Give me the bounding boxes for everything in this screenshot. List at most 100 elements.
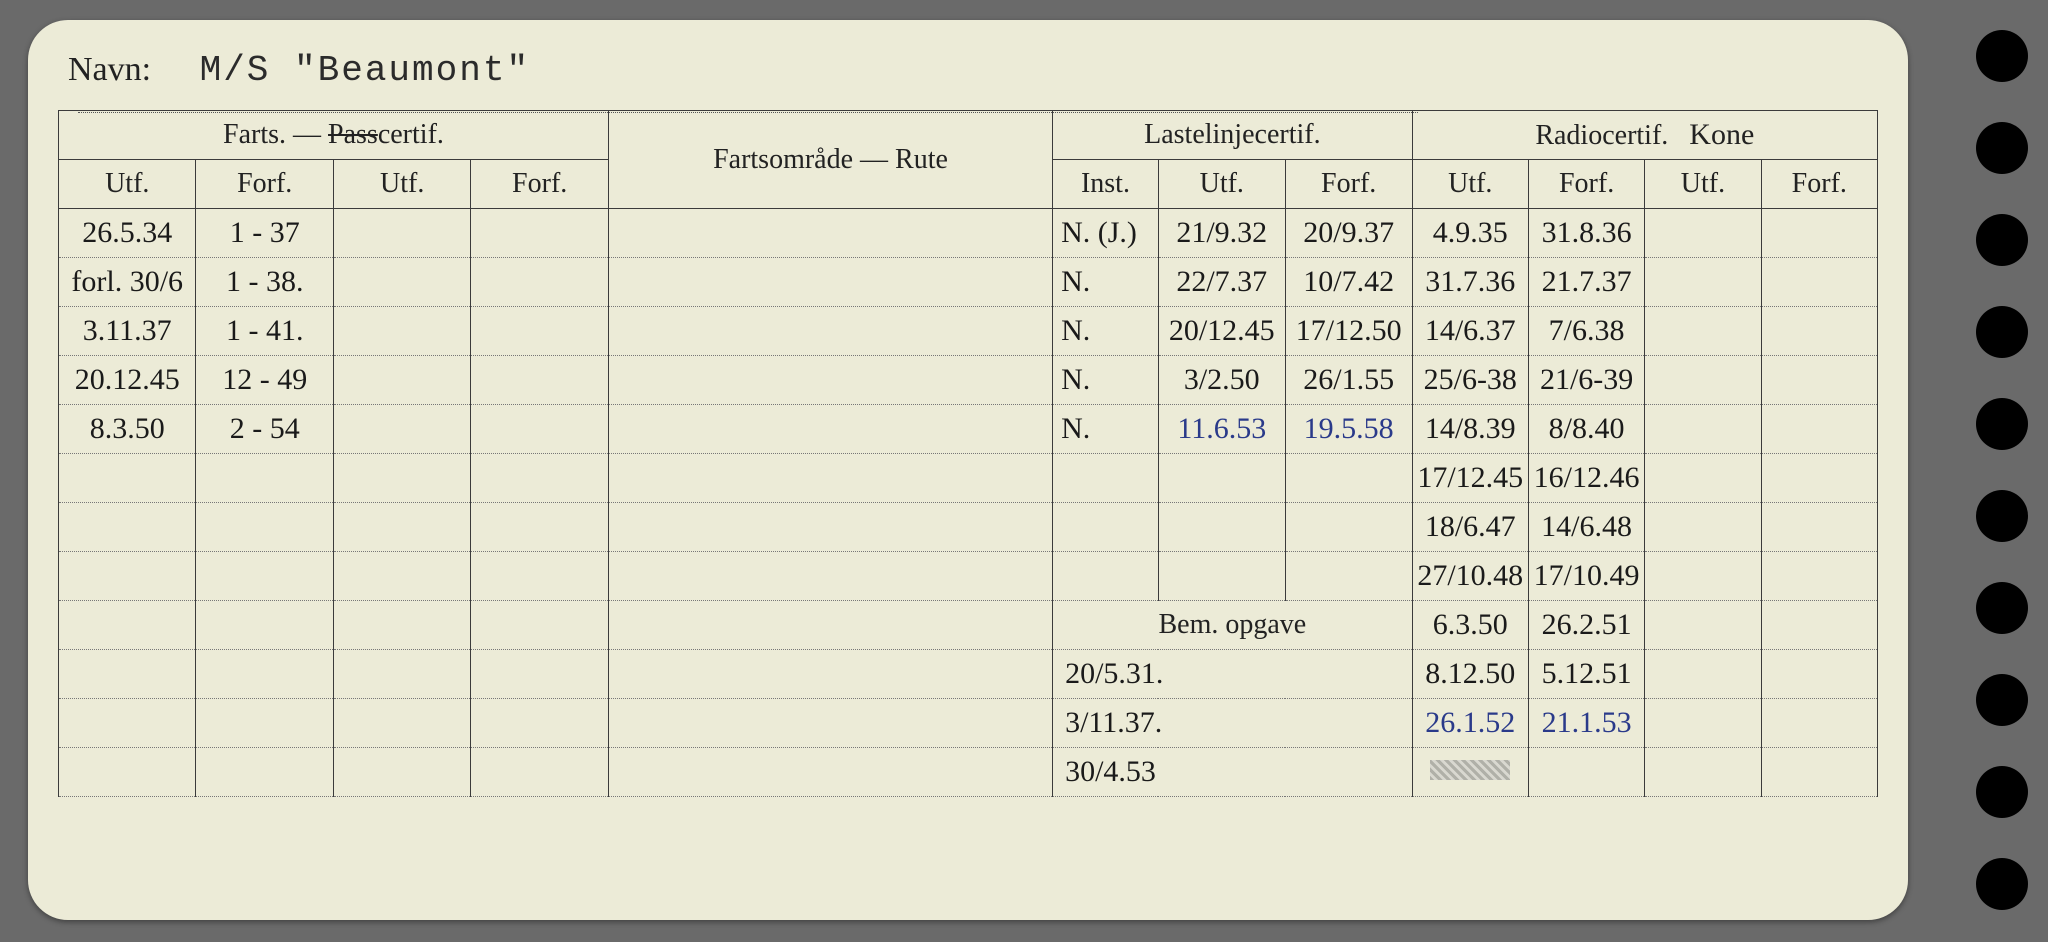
table-row: 8.3.502 - 54N.11.6.5319.5.5814/8.398/8.4… [59, 405, 1878, 454]
laste-utf-cell: 20/12.45 [1158, 307, 1285, 356]
radiocertif-handwritten: Kone [1689, 118, 1754, 151]
inst-cell: N. (J.) [1053, 209, 1159, 258]
name-label: Navn: [68, 51, 151, 88]
farts-forf2-cell [471, 454, 609, 503]
farts-passcertif-header: Farts. — Passcertif. [59, 111, 609, 160]
farts-utf-cell: forl. 30/6 [59, 258, 196, 307]
forf-header-3: Forf. [1285, 160, 1412, 209]
farts-utf2-cell [333, 258, 470, 307]
table-row: forl. 30/61 - 38.N.22/7.3710/7.4231.7.36… [59, 258, 1878, 307]
inst-header: Inst. [1053, 160, 1159, 209]
table-row: 30/4.53 [59, 748, 1878, 797]
farts-utf-cell [59, 601, 196, 650]
laste-utf-cell: 21/9.32 [1158, 209, 1285, 258]
radio-forf-cell [1528, 748, 1644, 797]
radio-forf2-cell [1761, 552, 1877, 601]
farts-forf-cell [196, 503, 333, 552]
punch-hole [1976, 30, 2028, 82]
table-row: 3.11.371 - 41.N.20/12.4517/12.5014/6.377… [59, 307, 1878, 356]
name-row: Navn: M/S "Beaumont" [68, 50, 1868, 111]
certif-label: certif. [378, 119, 444, 150]
radio-utf-cell: 25/6-38 [1412, 356, 1528, 405]
punch-hole [1976, 398, 2028, 450]
inst-cell: N. [1053, 258, 1159, 307]
fartsomrade-cell [608, 356, 1052, 405]
punch-hole [1976, 674, 2028, 726]
forf-header-1: Forf. [196, 160, 333, 209]
fartsomrade-cell [608, 209, 1052, 258]
laste-utf-cell: 3/2.50 [1158, 356, 1285, 405]
punch-hole [1976, 490, 2028, 542]
fartsomrade-cell [608, 601, 1052, 650]
inst-cell: N. [1053, 307, 1159, 356]
radio-forf2-cell [1761, 258, 1877, 307]
radio-forf-cell: 21.1.53 [1528, 699, 1644, 748]
radio-utf-cell: 14/6.37 [1412, 307, 1528, 356]
radiocertif-label: Radiocertif. [1535, 120, 1668, 151]
farts-forf-cell: 1 - 41. [196, 307, 333, 356]
farts-utf2-cell [333, 405, 470, 454]
radio-forf2-cell [1761, 209, 1877, 258]
fartsomrade-cell [608, 258, 1052, 307]
radio-utf2-cell [1645, 503, 1761, 552]
table-row: 17/12.4516/12.46 [59, 454, 1878, 503]
farts-utf2-cell [333, 552, 470, 601]
farts-forf-cell [196, 601, 333, 650]
radio-utf2-cell [1645, 650, 1761, 699]
farts-utf2-cell [333, 650, 470, 699]
radio-forf-cell: 8/8.40 [1528, 405, 1644, 454]
table-row: 18/6.4714/6.48 [59, 503, 1878, 552]
radio-utf2-cell [1645, 307, 1761, 356]
radio-forf-cell: 5.12.51 [1528, 650, 1644, 699]
farts-forf-cell: 2 - 54 [196, 405, 333, 454]
fartsomrade-cell [608, 650, 1052, 699]
farts-forf2-cell [471, 503, 609, 552]
radio-forf2-cell [1761, 405, 1877, 454]
laste-forf-cell: 19.5.58 [1285, 405, 1412, 454]
farts-forf2-cell [471, 356, 609, 405]
radio-utf2-cell [1645, 454, 1761, 503]
inst-cell [1053, 503, 1159, 552]
radio-utf-cell: 14/8.39 [1412, 405, 1528, 454]
farts-utf-cell [59, 503, 196, 552]
utf-header-3: Utf. [1158, 160, 1285, 209]
radio-utf2-cell [1645, 356, 1761, 405]
laste-forf-cell: 17/12.50 [1285, 307, 1412, 356]
radio-utf2-cell [1645, 405, 1761, 454]
fartsomrade-cell [608, 454, 1052, 503]
radio-forf-cell: 17/10.49 [1528, 552, 1644, 601]
inst-cell: N. [1053, 405, 1159, 454]
punch-hole [1976, 214, 2028, 266]
radio-forf-cell: 21/6-39 [1528, 356, 1644, 405]
fartsomrade-header: Fartsområde — Rute [608, 111, 1052, 209]
utf-header-5: Utf. [1645, 160, 1761, 209]
bem-opgave-cell: 20/5.31. [1053, 650, 1413, 699]
radio-utf-cell: 27/10.48 [1412, 552, 1528, 601]
laste-utf-cell [1158, 454, 1285, 503]
farts-utf-cell [59, 650, 196, 699]
forf-header-5: Forf. [1761, 160, 1877, 209]
radio-forf-cell: 31.8.36 [1528, 209, 1644, 258]
fartsomrade-cell [608, 503, 1052, 552]
radio-utf-cell: 8.12.50 [1412, 650, 1528, 699]
radio-forf-cell: 16/12.46 [1528, 454, 1644, 503]
radio-utf2-cell [1645, 209, 1761, 258]
farts-forf-cell [196, 748, 333, 797]
radio-forf-cell: 21.7.37 [1528, 258, 1644, 307]
farts-utf-cell [59, 454, 196, 503]
farts-utf2-cell [333, 356, 470, 405]
fartsomrade-cell [608, 307, 1052, 356]
punch-hole [1976, 766, 2028, 818]
fartsomrade-cell [608, 748, 1052, 797]
inst-cell [1053, 454, 1159, 503]
radio-forf2-cell [1761, 503, 1877, 552]
name-value: M/S "Beaumont" [200, 50, 530, 91]
radio-utf-cell: 26.1.52 [1412, 699, 1528, 748]
radiocertif-header: Radiocertif. Kone [1412, 111, 1877, 160]
farts-utf2-cell [333, 601, 470, 650]
farts-forf2-cell [471, 209, 609, 258]
utf-header-1: Utf. [59, 160, 196, 209]
radio-utf-cell: 31.7.36 [1412, 258, 1528, 307]
laste-forf-cell [1285, 552, 1412, 601]
radio-forf2-cell [1761, 454, 1877, 503]
